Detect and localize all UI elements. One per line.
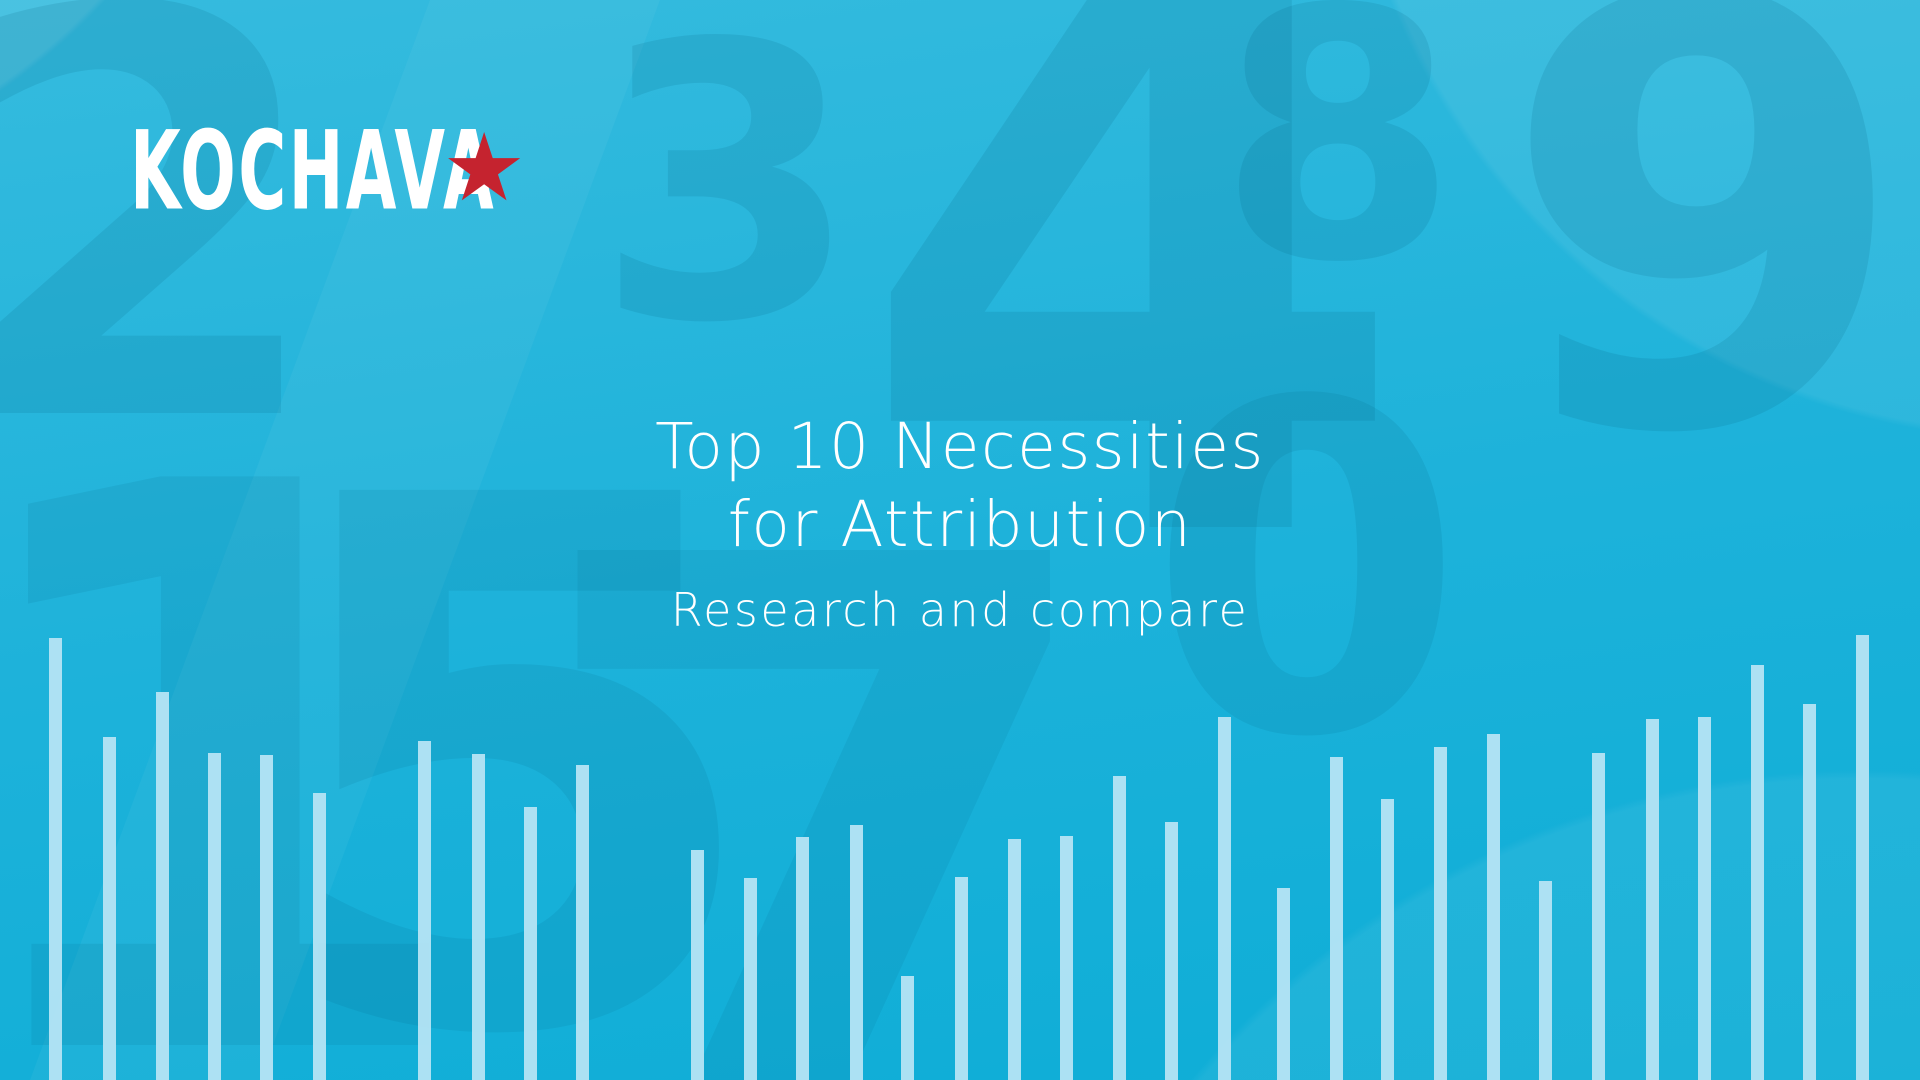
equalizer-bar [1165,822,1178,1080]
equalizer-bar [260,755,273,1080]
equalizer-bar [1434,747,1447,1080]
equalizer-bar [313,793,326,1080]
background-digit-0: 0 [1148,308,1465,837]
equalizer-bar [576,765,589,1080]
background-digit-3: 3 [595,0,860,406]
title-line-2: for Attribution [727,488,1193,561]
equalizer-bar [744,878,757,1080]
equalizer-bar [1646,719,1659,1080]
page-title: Top 10 Necessities for Attribution [0,408,1920,564]
equalizer-bar [1008,839,1021,1080]
equalizer-bar [796,837,809,1080]
equalizer-bar [1330,757,1343,1080]
equalizer-bar [418,741,431,1080]
equalizer-bar [850,825,863,1080]
equalizer-bar [691,850,704,1080]
equalizer-bar [524,807,537,1080]
background-digit-4: 4 [855,0,1412,716]
equalizer-bar [1698,717,1711,1080]
background-digit-9: 9 [1500,0,1911,563]
equalizer-bar [103,737,116,1080]
equalizer-bar [208,753,221,1080]
equalizer-bar [1381,799,1394,1080]
equalizer-bar [955,877,968,1080]
equalizer-bar [1218,717,1231,1080]
equalizer-bar [1060,836,1073,1080]
equalizer-bar [1539,881,1552,1080]
equalizer-bar [472,754,485,1080]
equalizer-bar [901,976,914,1080]
page-subtitle: Research and compare [670,583,1250,637]
equalizer-bar [1487,734,1500,1080]
background-digit-1: 1 [0,321,483,1080]
equalizer-bar [49,638,62,1080]
equalizer-bar [156,692,169,1080]
equalizer-bar [1592,753,1605,1080]
background-digit-5: 5 [262,345,770,1080]
equalizer-bar [1277,888,1290,1080]
brand-wordmark: KOCHAVA [130,106,497,235]
title-line-1: Top 10 Necessities [655,410,1265,483]
background-digit-2: 2 [0,0,330,546]
equalizer-bar [1803,704,1816,1080]
brand-logo: KOCHAVA ★ [130,116,599,225]
background-digit-8: 8 [1218,0,1459,338]
star-icon: ★ [442,114,527,223]
equalizer-bar [1856,635,1869,1080]
equalizer-bar [1113,776,1126,1080]
equalizer-bar [1751,665,1764,1080]
